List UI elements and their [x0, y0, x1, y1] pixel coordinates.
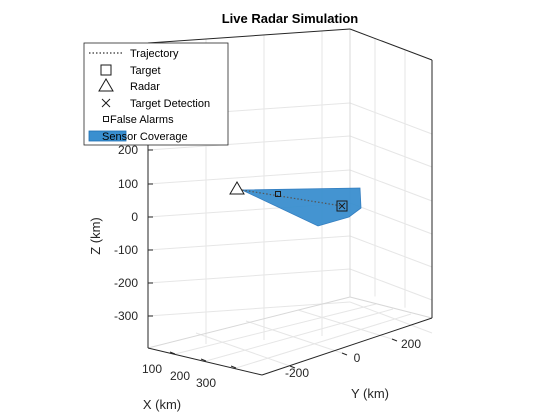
grid-line [147, 235, 351, 251]
top-edge [147, 28, 351, 44]
grid-line [245, 320, 343, 354]
legend-label: Target [130, 65, 161, 77]
z-tick-label: 200 [118, 143, 138, 157]
legend-label: Radar [130, 81, 160, 93]
x-axis-line [147, 347, 263, 376]
x-tick [230, 365, 237, 369]
grid-line [235, 313, 412, 369]
legend-box [83, 42, 229, 146]
grid-line [147, 135, 351, 151]
grid-lines [147, 29, 433, 369]
x-axis-label: X (km) [143, 397, 181, 412]
grid-line [147, 296, 351, 349]
grid-line [349, 169, 433, 202]
chart-title: Live Radar Simulation [222, 11, 359, 26]
y-tick [391, 338, 398, 342]
trajectory-line [241, 189, 343, 207]
grid-line [147, 169, 351, 185]
top-edge [349, 28, 433, 61]
plot-area [229, 181, 362, 227]
x-tick [169, 351, 176, 355]
radar-marker [229, 181, 245, 195]
legend-detection-icon [101, 98, 111, 108]
legend-label: Sensor Coverage [102, 131, 188, 143]
legend-label: False Alarms [110, 114, 174, 126]
y-tick-label: -200 [285, 366, 309, 380]
legend-target-icon [100, 64, 112, 76]
x-tick-label: 300 [196, 376, 216, 390]
grid-line [349, 202, 433, 235]
grid-line [349, 268, 433, 301]
grid-line [349, 296, 433, 319]
grid-line [147, 301, 351, 317]
grid-line [174, 303, 377, 355]
z-tick-label: -100 [114, 243, 138, 257]
target-marker [336, 200, 348, 212]
x-tick-label: 200 [170, 369, 190, 383]
y-tick-label: 200 [401, 337, 421, 351]
grid-line [205, 308, 394, 362]
x-tick [200, 358, 207, 362]
grid-line [349, 102, 433, 135]
legend-radar-icon [98, 78, 114, 92]
z-tick-label: 0 [131, 210, 138, 224]
z-axis-label: Z (km) [88, 217, 103, 255]
y-tick [341, 352, 348, 356]
grid-line [147, 268, 351, 284]
y-axis-label: Y (km) [351, 386, 389, 401]
z-tick-label: 100 [118, 177, 138, 191]
z-tick-label: -300 [114, 309, 138, 323]
z-tick-label: -200 [114, 276, 138, 290]
legend-coverage-icon [88, 130, 127, 142]
legend-label: Target Detection [130, 98, 210, 110]
legend-label: Trajectory [130, 48, 179, 60]
grid-line [349, 235, 433, 268]
sensor-coverage-patch [241, 187, 362, 227]
y-axis-line [261, 317, 433, 376]
y-tick [289, 365, 296, 369]
grid-line [297, 309, 393, 340]
legend-false-alarm-icon [103, 116, 109, 122]
grid-line [195, 332, 291, 367]
target-detection-marker [338, 202, 346, 210]
legend: Trajectory Target Radar Target Detection Fal… [83, 42, 229, 146]
y-tick-label: 0 [354, 351, 361, 365]
x-tick-label: 100 [142, 362, 162, 376]
grid-line [349, 135, 433, 168]
false-alarm-marker [275, 191, 281, 197]
